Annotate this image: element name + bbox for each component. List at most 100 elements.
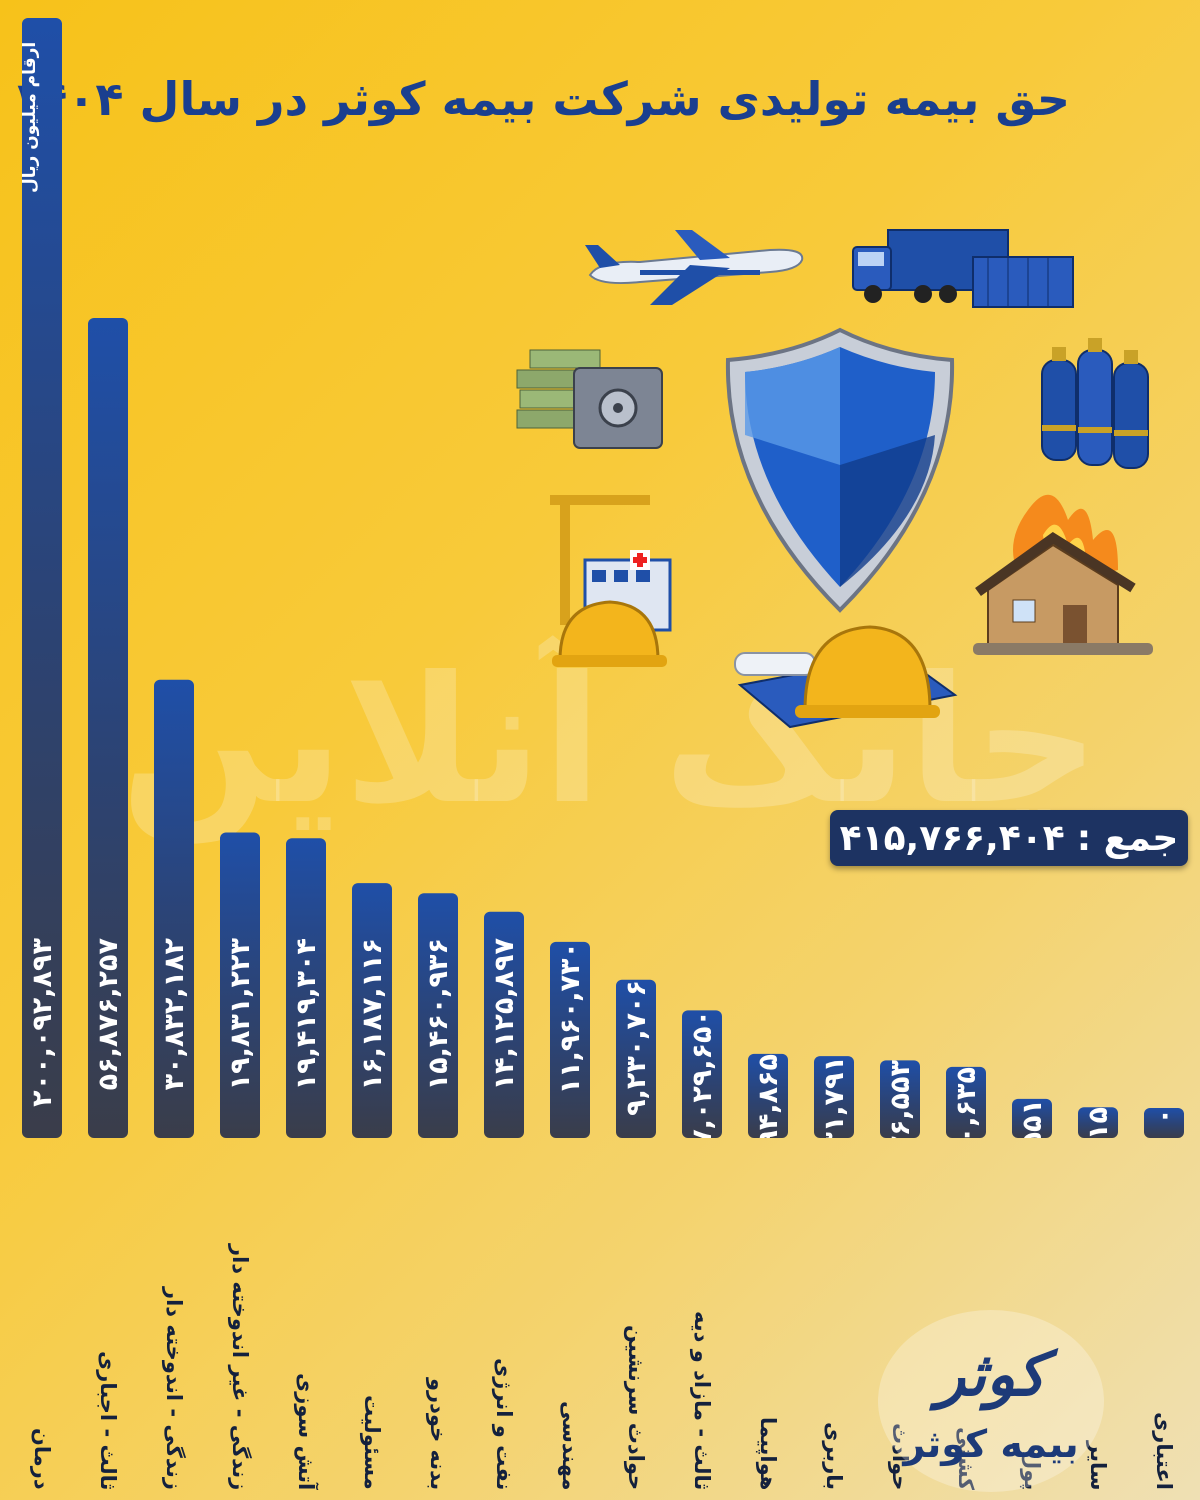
category-label: باربری <box>822 1421 846 1490</box>
airplane-icon <box>585 230 804 305</box>
bar-value-label: ۳,۸۹۴,۸۶۵ <box>752 1053 784 1138</box>
category-label: زندگی - اندوخته دار <box>162 1287 186 1490</box>
category-label: ثالث - مازاد و دیه <box>690 1310 714 1490</box>
category-label-container-9: حوادث سرنشین <box>624 1324 648 1490</box>
category-label-container-1: ثالث - اجباری <box>96 1350 120 1490</box>
watermark: چابک آنلاین <box>120 640 1100 843</box>
bar-value-label: ۵۱,۱۱۵ <box>1083 1107 1114 1138</box>
category-label-container-14: کشتی <box>954 1426 978 1490</box>
bar-14 <box>946 1066 986 1138</box>
category-label-container-0: درمان <box>30 1428 54 1490</box>
bar-9 <box>616 979 656 1138</box>
bar-value-label: ۱۵,۴۶۰,۹۳۶ <box>422 938 454 1091</box>
total-box: جمع : ۴۱۵,۷۶۶,۴۰۴ <box>830 810 1188 866</box>
bar-16 <box>1078 1107 1118 1138</box>
bar-value-label: ۱۹,۸۳۱,۲۲۳ <box>224 938 256 1091</box>
money-safe-icon <box>516 349 663 449</box>
category-label-container-7: نفت و انرژی <box>492 1357 516 1490</box>
category-label: درمان <box>30 1428 54 1490</box>
company-logo: کوثر بیمه کوثر <box>878 1310 1104 1492</box>
category-label: مهندسی <box>558 1400 582 1490</box>
category-label-container-15: پول <box>1020 1450 1044 1490</box>
category-label-container-12: باربری <box>822 1421 846 1490</box>
logo-text: بیمه کوثر <box>903 1422 1079 1466</box>
bar-2 <box>154 679 194 1138</box>
bar-17 <box>1144 1108 1184 1138</box>
bar-value-container-0: ۲۰۰,۰۹۲,۸۹۳ <box>27 938 58 1107</box>
category-label-container-17: اعتباری <box>1152 1412 1176 1490</box>
bar-value-container-2: ۳۰,۸۳۲,۱۸۲ <box>158 938 190 1091</box>
bar-value-label: ۶۵۴,۵۵۱ <box>1017 1099 1048 1138</box>
bar-value-container-1: ۵۶,۸۷۶,۲۵۷ <box>92 938 124 1091</box>
category-label-container-8: مهندسی <box>558 1400 582 1490</box>
bar-value-label: ۱۹,۴۱۹,۳۰۴ <box>290 938 322 1091</box>
category-label-container-5: مسئولیت <box>360 1395 384 1490</box>
category-label-container-6: بدنه خودرو <box>426 1377 450 1490</box>
category-label-container-16: سایر <box>1086 1440 1110 1491</box>
category-label-container-3: زندگی - غیر اندوخته دار <box>228 1243 252 1490</box>
bar-value-container-3: ۱۹,۸۳۱,۲۲۳ <box>224 938 256 1091</box>
bar-10 <box>682 1010 722 1138</box>
bar-value-container-17: ۰ <box>1148 1108 1180 1125</box>
house-fire-icon <box>973 494 1153 655</box>
category-label: نفت و انرژی <box>492 1357 516 1490</box>
bar-8 <box>550 941 590 1138</box>
bar-11 <box>748 1053 788 1138</box>
bar-value-label: ۵۶,۸۷۶,۲۵۷ <box>92 938 124 1091</box>
bar-3 <box>220 832 260 1138</box>
bar-value-container-16: ۵۱,۱۱۵ <box>1083 1107 1114 1138</box>
category-label-container-10: ثالث - مازاد و دیه <box>690 1310 714 1490</box>
unit-label: ارقام میلیون ریال <box>20 41 40 193</box>
category-label: حوادث <box>888 1422 912 1490</box>
page-title: حق بیمه تولیدی شرکت بیمه کوثر در سال ۱۴۰… <box>11 72 1070 126</box>
category-label: زندگی - غیر اندوخته دار <box>228 1243 252 1490</box>
category-label: حوادث سرنشین <box>624 1324 648 1490</box>
bar-value-container-12: ۳,۷۳۱,۷۹۱ <box>818 1056 850 1138</box>
gas-cylinders-icon <box>1041 338 1149 469</box>
bar-value-label: ۱۴,۱۲۵,۸۹۷ <box>488 938 520 1091</box>
category-label: بدنه خودرو <box>426 1377 450 1490</box>
bar-value-container-14: ۲,۹۶۰,۶۳۵ <box>950 1066 982 1138</box>
bar-value-container-10: ۷,۰۲۹,۶۵۰ <box>686 1010 718 1138</box>
truck-icon <box>852 229 1074 308</box>
bar-value-label: ۳۰,۸۳۲,۱۸۲ <box>158 938 190 1091</box>
category-label-container-2: زندگی - اندوخته دار <box>162 1287 186 1490</box>
construction-icon <box>550 495 672 667</box>
bar-value-label: ۲,۹۶۰,۶۳۵ <box>950 1066 982 1138</box>
bar-13 <box>880 1060 920 1138</box>
bar-value-container-9: ۹,۲۳۰,۷۰۶ <box>620 979 652 1116</box>
total-value: ۴۱۵,۷۶۶,۴۰۴ <box>839 817 1065 859</box>
bar-value-label: ۳,۴۲۶,۵۵۳ <box>884 1060 916 1138</box>
bar-value-container-7: ۱۴,۱۲۵,۸۹۷ <box>488 938 520 1091</box>
total-label: جمع : <box>1076 817 1179 859</box>
bar-value-container-5: ۱۶,۱۸۷,۱۱۶ <box>357 938 388 1090</box>
category-label: هواپیما <box>756 1416 780 1490</box>
bar-value-container-8: ۱۱,۹۶۰,۷۳۰ <box>555 942 586 1094</box>
bar-value-container-6: ۱۵,۴۶۰,۹۳۶ <box>422 938 454 1091</box>
category-label: پول <box>1020 1450 1044 1490</box>
bar-value-label: ۷,۰۲۹,۶۵۰ <box>686 1010 718 1138</box>
bar-1 <box>88 318 128 1138</box>
category-label: ثالث - اجباری <box>96 1350 120 1490</box>
shield-icon <box>725 327 955 613</box>
logo-mark: کوثر <box>936 1340 1046 1410</box>
bar-value-label: ۹,۲۳۰,۷۰۶ <box>620 979 652 1116</box>
bar-value-container-4: ۱۹,۴۱۹,۳۰۴ <box>290 938 322 1091</box>
category-label: سایر <box>1086 1440 1110 1491</box>
category-label-container-4: آتش سوزی <box>294 1372 318 1490</box>
bar-12 <box>814 1056 854 1138</box>
bar-6 <box>418 893 458 1138</box>
bar-5 <box>352 883 392 1138</box>
category-label: آتش سوزی <box>294 1372 318 1490</box>
bar-value-label: ۳,۷۳۱,۷۹۱ <box>818 1056 850 1138</box>
category-label: مسئولیت <box>360 1395 384 1490</box>
bar-4 <box>286 838 326 1138</box>
bar-7 <box>484 911 524 1138</box>
hard-hat-blueprint-icon <box>734 625 958 729</box>
bar-value-container-15: ۶۵۴,۵۵۱ <box>1017 1099 1048 1138</box>
category-label-container-13: حوادث <box>888 1422 912 1490</box>
bar-value-label: ۰ <box>1148 1108 1180 1125</box>
bar-value-container-11: ۳,۸۹۴,۸۶۵ <box>752 1053 784 1138</box>
category-label: کشتی <box>954 1426 978 1490</box>
